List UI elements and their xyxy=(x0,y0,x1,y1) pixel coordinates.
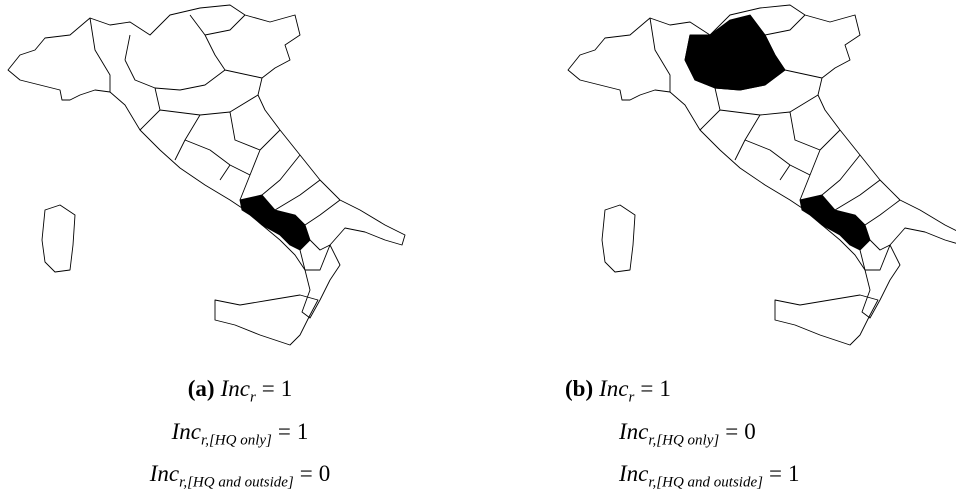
math-sub: r xyxy=(628,389,635,406)
caption-line: Incr,[HQ only] = 0 xyxy=(565,415,799,458)
caption: (b) Incr = 1 Incr,[HQ only] = 0 Incr,[HQ and … xyxy=(565,372,799,500)
caption-line: (b) Incr = 1 xyxy=(565,372,799,415)
math-sub: r,[HQ only] xyxy=(648,432,720,449)
caption-line: (a) Incr = 1 xyxy=(0,372,480,415)
caption: (a) Incr = 1 Incr,[HQ only] = 1 Incr,[HQ and … xyxy=(0,372,480,500)
math-base: Inc xyxy=(599,376,629,401)
math-value: 0 xyxy=(318,461,331,487)
math-value: 1 xyxy=(659,376,671,401)
math-base: Inc xyxy=(619,461,649,487)
math-sub: r,[HQ only] xyxy=(201,432,272,449)
math-rel: = xyxy=(640,376,654,401)
panel-label: (b) xyxy=(565,376,594,401)
math-base: Inc xyxy=(171,418,202,444)
math-value: 1 xyxy=(787,461,800,487)
math-base: Inc xyxy=(149,461,180,487)
math-value: 1 xyxy=(280,376,293,401)
math-rel: = xyxy=(725,418,739,444)
maps xyxy=(7,4,956,346)
math-sub: r xyxy=(249,389,256,406)
map-a xyxy=(7,4,406,346)
math-rel: = xyxy=(261,376,275,401)
math-rel: = xyxy=(277,418,291,444)
math-rel: = xyxy=(768,461,782,487)
caption-line: Incr,[HQ and outside] = 1 xyxy=(565,457,799,500)
math-base: Inc xyxy=(619,418,649,444)
caption-line: Incr,[HQ and outside] = 0 xyxy=(0,457,480,500)
panel-label: (a) xyxy=(187,376,215,401)
map-b xyxy=(567,4,956,346)
math-sub: r,[HQ and outside] xyxy=(648,474,763,491)
math-sub: r,[HQ and outside] xyxy=(179,474,294,491)
math-value: 1 xyxy=(296,418,309,444)
math-base: Inc xyxy=(220,376,250,401)
caption-line: Incr,[HQ only] = 1 xyxy=(0,415,480,458)
math-value: 0 xyxy=(744,418,756,444)
math-rel: = xyxy=(299,461,313,487)
